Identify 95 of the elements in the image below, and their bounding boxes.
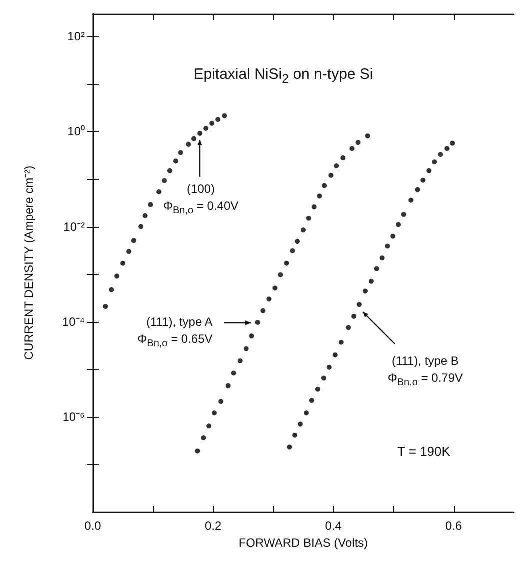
- point: [142, 213, 148, 218]
- point: [294, 239, 300, 244]
- point: [222, 113, 228, 118]
- y-tick-label: 10⁻²: [64, 220, 86, 234]
- point: [218, 399, 224, 404]
- point: [138, 224, 144, 230]
- point: [290, 248, 296, 254]
- point: [365, 134, 370, 139]
- annotation: T = 190K: [396, 444, 452, 459]
- point: [396, 222, 402, 228]
- point: [328, 173, 334, 178]
- annotation: (111), type B Φ$_{Bn,o}$ = 0.79V: [386, 352, 464, 390]
- point: [244, 346, 249, 352]
- point: [284, 260, 290, 266]
- point: [368, 278, 374, 284]
- point: [212, 410, 217, 416]
- point: [231, 370, 236, 376]
- point: [249, 334, 254, 339]
- point: [260, 308, 266, 314]
- point: [162, 178, 168, 184]
- point: [356, 302, 362, 308]
- point: [352, 314, 357, 319]
- point: [420, 178, 426, 183]
- point: [332, 352, 338, 358]
- point: [346, 325, 352, 330]
- point: [226, 383, 231, 388]
- point: [362, 288, 368, 294]
- point: [287, 444, 292, 450]
- point: [156, 189, 162, 194]
- x-tick-label: 0.4: [325, 519, 342, 533]
- point: [380, 256, 385, 261]
- point: [174, 158, 178, 164]
- point: [385, 244, 390, 249]
- point: [192, 136, 197, 142]
- point: [120, 260, 126, 266]
- y-tick-label: 10⁰: [68, 124, 85, 139]
- x-tick-label: 0.6: [446, 519, 463, 533]
- point: [374, 266, 380, 272]
- point: [340, 156, 346, 161]
- y-axis-title: CURRENT DENSITY (Ampere cm⁻²): [22, 166, 36, 360]
- point: [450, 140, 456, 146]
- point: [195, 448, 200, 454]
- point: [408, 198, 414, 203]
- point: [126, 249, 132, 254]
- point: [272, 286, 278, 291]
- point: [301, 228, 306, 233]
- text: Epitaxial NiSi$_{2}$ on n-type Si: [192, 66, 374, 86]
- point: [216, 117, 221, 122]
- x-tick-label: 0.0: [84, 519, 102, 533]
- point: [292, 432, 298, 438]
- point: [322, 183, 328, 188]
- point: [315, 386, 320, 392]
- point: [238, 358, 243, 364]
- point: [415, 187, 420, 192]
- point: [298, 422, 303, 427]
- point: [167, 168, 172, 174]
- point: [201, 436, 206, 441]
- point: [278, 272, 284, 278]
- annotation: (100) Φ$_{Bn,o}$ = 0.40V: [162, 181, 240, 219]
- point: [114, 274, 120, 279]
- point: [148, 202, 154, 208]
- point: [204, 126, 209, 131]
- point: [438, 152, 444, 158]
- point: [401, 212, 406, 218]
- point: [338, 340, 344, 345]
- point: [356, 140, 361, 146]
- y-tick-label: 10²: [68, 30, 86, 44]
- y-tick-label: 10⁻⁶: [62, 410, 86, 424]
- point: [444, 146, 450, 152]
- point: [432, 160, 438, 165]
- point: [178, 150, 184, 156]
- x-axis-title: FORWARD BIAS (Volts): [238, 536, 368, 550]
- point: [255, 320, 260, 325]
- point: [131, 238, 136, 244]
- point: [426, 168, 432, 174]
- point: [304, 410, 310, 416]
- point: [306, 216, 312, 221]
- y-tick-label: 10⁻⁴: [62, 314, 85, 329]
- point: [186, 142, 192, 147]
- point: [309, 398, 314, 404]
- point: [312, 204, 317, 210]
- point: [326, 364, 332, 370]
- point: [334, 164, 340, 169]
- point: [317, 194, 322, 199]
- x-tick-label: 0.2: [204, 519, 222, 533]
- point: [109, 287, 114, 292]
- point: [390, 234, 396, 239]
- point: [321, 376, 326, 381]
- point: [266, 296, 272, 302]
- point: [103, 304, 108, 310]
- point: [206, 424, 212, 429]
- point: [350, 146, 355, 152]
- annotation: (111), type A Φ$_{Bn,o}$ = 0.65V: [138, 314, 213, 351]
- point: [198, 130, 203, 136]
- point: [210, 121, 215, 126]
